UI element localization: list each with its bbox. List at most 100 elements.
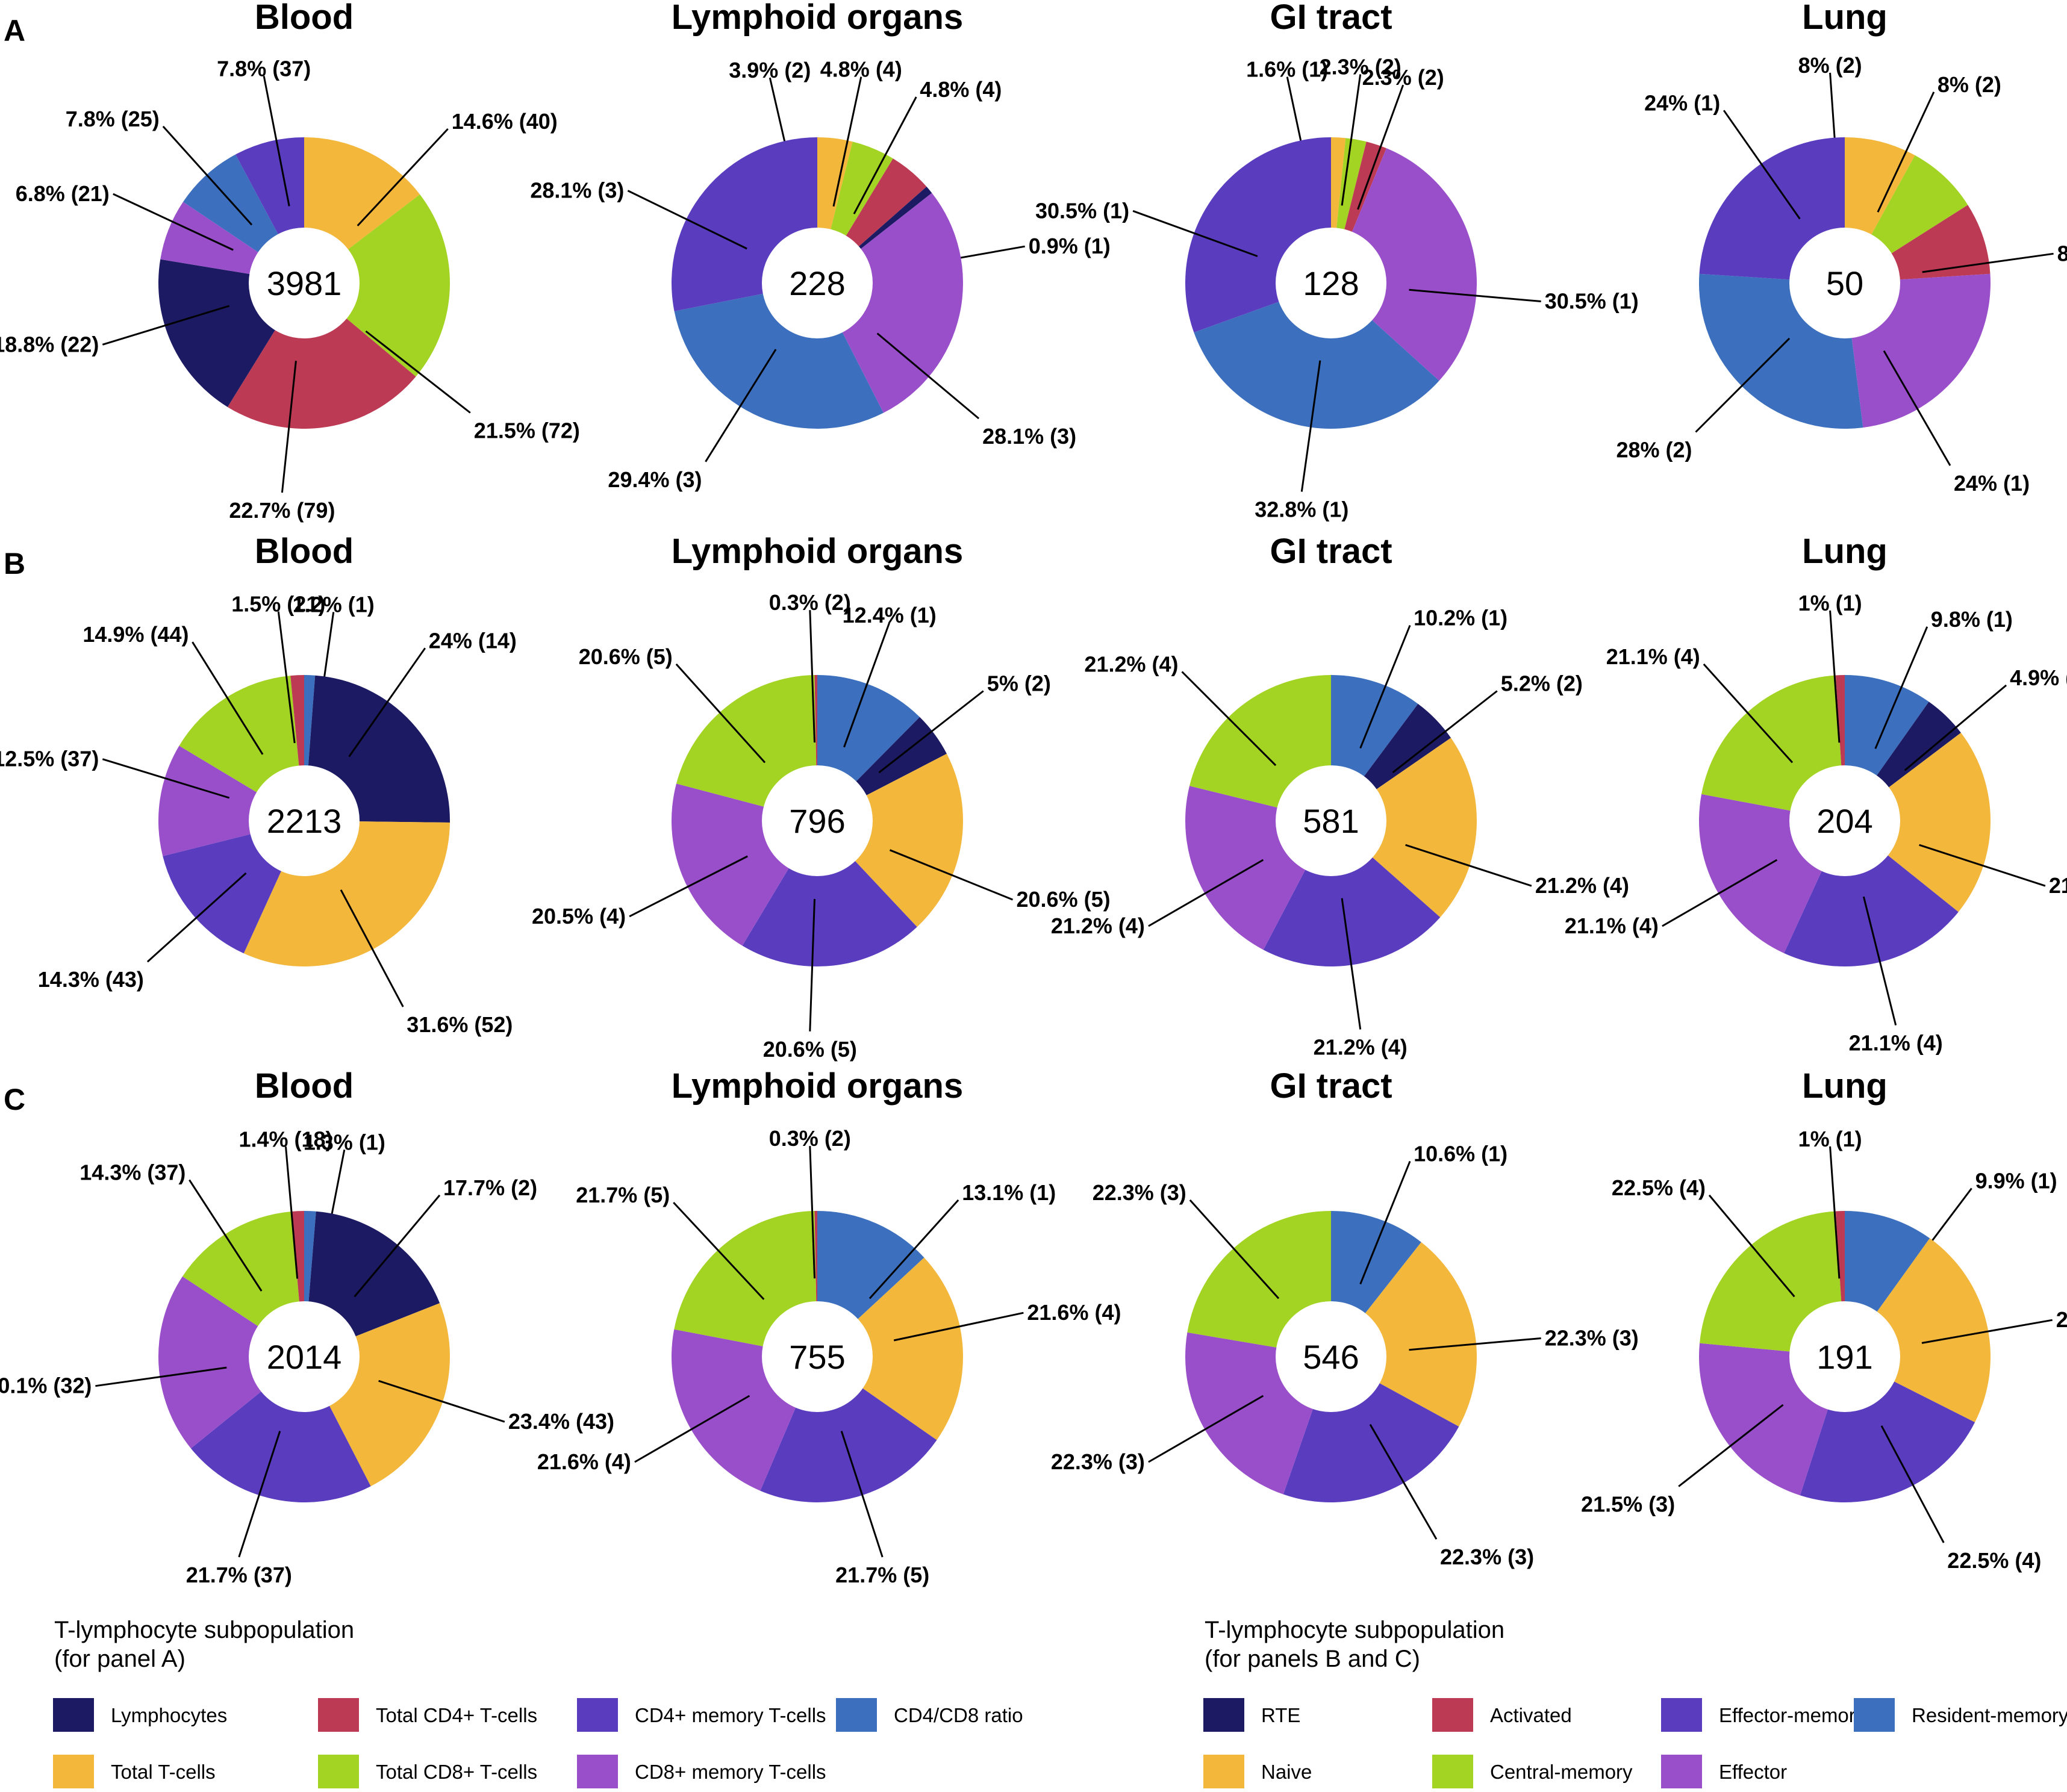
leader-line [263,76,290,207]
legend-label: Naive [1261,1761,1312,1783]
leader-line [146,872,247,963]
data-label: 21.7% (37) [186,1563,292,1587]
data-label: 14.9% (44) [83,622,189,647]
data-label: 29.4% (3) [608,467,702,492]
leader-line [1829,610,1841,743]
legend-swatch [53,1755,94,1788]
pie-title: GI tract [1270,532,1392,571]
pie-title: Lung [1802,532,1888,571]
pie-title: Blood [255,1066,354,1106]
pie-title: Lymphoid organs [672,0,963,37]
leader-line [1405,844,1532,887]
data-label: 1% (1) [1798,1127,1862,1151]
data-label: 22.3% (3) [1440,1545,1534,1569]
pie-slice [1845,1238,1991,1422]
data-label: 1.4% (18) [238,1127,332,1151]
data-label: 21.1% (4) [1565,913,1659,938]
legend-label: CD8+ memory T-cells [635,1761,826,1783]
pie-title: GI tract [1270,0,1392,37]
pie-slice [304,194,450,377]
leader-line [1392,690,1498,774]
pie-chart: Lung 8% (2) 8% (2) 8% (2) 24% (1) 28% (2) 24% … [1616,0,2067,496]
donut-hole [1276,228,1386,338]
data-label: 21.5% (3) [1581,1492,1675,1517]
data-label: 2.3% (2) [1362,65,1444,90]
data-label: 21.6% (4) [1027,1300,1121,1325]
leader-line [1132,210,1258,257]
donut-hole [1789,765,1900,876]
data-label: 20.6% (5) [579,644,673,669]
legend-label: Total CD8+ T-cells [376,1761,537,1783]
data-label: 10.2% (1) [1414,606,1507,630]
data-label: 21.6% (4) [537,1449,631,1474]
center-count: 2213 [267,802,342,840]
legend-label: Total CD4+ T-cells [376,1704,537,1726]
data-label: 14.6% (40) [452,109,558,134]
data-label: 24% (1) [1644,90,1720,115]
leader-line [340,889,404,1007]
data-label: 21.1% (4) [1849,1031,1943,1056]
data-label: 1.6% (1) [1246,57,1328,82]
legend-label: CD4/CD8 ratio [894,1704,1023,1726]
leader-line [1189,1199,1280,1299]
pie-title: GI tract [1270,1066,1392,1106]
pie-slice [227,283,416,429]
leader-line [1300,360,1321,492]
leader-line [1695,337,1791,433]
pie-slice [1784,821,1959,967]
legend-swatch [1661,1755,1702,1788]
data-label: 17.7% (2) [443,1175,537,1200]
leader-line [281,361,297,493]
data-label: 22.5% (4) [2056,1307,2067,1332]
data-label: 31.6% (52) [407,1012,513,1037]
center-count: 546 [1303,1338,1359,1376]
leader-line [840,1431,884,1558]
data-label: 0.9% (1) [1029,234,1111,258]
data-label: 22.5% (4) [1612,1175,1706,1200]
data-label: 7.8% (37) [217,56,311,81]
data-label: 21.7% (5) [576,1183,670,1207]
pie-chart: Blood 1.3% (1) 17.7% (2) 23.4% (43) 21.7% (3… [0,1066,614,1587]
pie-title: Blood [255,0,354,37]
pie-chart: Lymphoid organs 13.1% (1) 21.6% (4) 21.7% (… [537,1066,1121,1587]
leader-line [889,849,1014,901]
leader-line [853,96,917,214]
data-label: 8% (2) [2057,241,2067,266]
data-label: 12.4% (1) [843,603,937,627]
legend-label: RTE [1261,1704,1300,1726]
data-label: 30.5% (1) [1545,289,1639,314]
leader-line [809,610,815,743]
data-label: 20.5% (4) [532,904,626,929]
data-label: 9.9% (1) [1975,1169,2057,1193]
pie-slice [1194,283,1439,429]
leader-line [843,622,891,748]
donut-hole [1276,765,1386,876]
pie-slice [817,1257,964,1440]
leader-line [876,332,980,420]
pie-title: Lymphoid organs [672,532,963,571]
leader-line [102,758,230,799]
leader-line [1708,1194,1795,1298]
leader-line [162,125,253,226]
data-label: 24% (1) [1954,471,2030,496]
legend-title: T-lymphocyte subpopulation [54,1617,354,1643]
leader-line [1877,92,1935,213]
pie-slice [158,1276,304,1449]
data-label: 8% (2) [1938,72,2001,97]
legend-label: Central-memory [1490,1761,1633,1783]
data-label: 12.5% (37) [0,747,99,771]
leader-line [1678,1404,1784,1487]
data-label: 20.6% (5) [763,1037,857,1062]
legend-title: (for panels B and C) [1205,1646,1420,1672]
legend-swatch [1661,1698,1702,1732]
data-label: 22.3% (3) [1093,1180,1186,1205]
legend-label: Effector-memory [1719,1704,1866,1726]
leader-line [1922,252,2054,273]
leader-line [809,1146,815,1279]
leader-line [277,611,296,744]
donut-hole [1789,228,1900,338]
donut-hole [1789,1301,1900,1412]
leader-line [1341,898,1362,1030]
data-label: 14.3% (37) [80,1160,186,1185]
